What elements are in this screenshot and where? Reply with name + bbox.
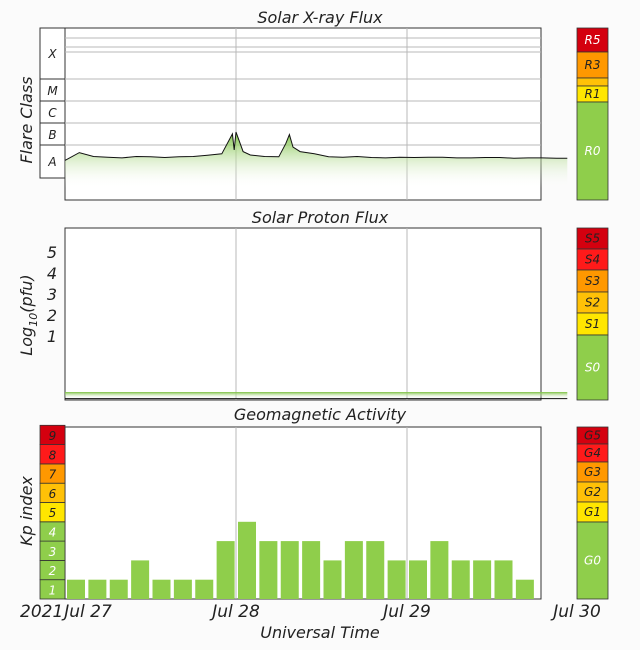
- kp-ytick: 4: [49, 525, 57, 539]
- kp-bar: [473, 560, 492, 599]
- kp-bar: [88, 579, 107, 599]
- g-scale-label-g1: G1: [584, 505, 601, 519]
- s-scale-block: [576, 334, 609, 401]
- kp-bar: [366, 541, 385, 599]
- kp-ylabel: Kp index: [17, 476, 36, 546]
- flare-class-a: A: [47, 155, 56, 169]
- kp-bar: [152, 579, 171, 599]
- kp-bar: [131, 560, 150, 599]
- kp-bar: [515, 579, 534, 599]
- kp-title: Geomagnetic Activity: [234, 405, 407, 424]
- s-scale-label-s2: S2: [585, 296, 600, 310]
- s-scale-label-s1: S1: [585, 317, 600, 331]
- kp-bar: [409, 560, 427, 599]
- kp-ytick: 5: [49, 506, 57, 520]
- kp-bar: [280, 541, 299, 599]
- kp-bar: [323, 560, 342, 599]
- flare-class-b: B: [48, 128, 56, 142]
- xray-title: Solar X-ray Flux: [257, 8, 383, 27]
- proton-ytick: 4: [47, 264, 57, 283]
- kp-bar: [195, 579, 214, 599]
- s-scale-label-s3: S3: [585, 274, 600, 288]
- s-scale-label-s0: S0: [585, 361, 601, 375]
- s-scale-label-s5: S5: [585, 232, 600, 246]
- kp-ytick: 9: [49, 429, 57, 443]
- proton-ylabel-main: Log: [17, 327, 36, 356]
- kp-bar: [387, 560, 406, 599]
- kp-bar: [451, 560, 470, 599]
- proton-ytick: 5: [47, 243, 57, 262]
- g-scale-block: [576, 521, 609, 600]
- xray-flux-line: [64, 131, 568, 161]
- kp-panel: Geomagnetic Activity Kp index 123456789 …: [17, 405, 609, 642]
- kp-bar: [173, 579, 192, 599]
- r-scale-label-r0: R0: [585, 144, 601, 158]
- kp-bar: [302, 541, 321, 599]
- g-scale-label-g0: G0: [584, 554, 601, 568]
- g-scale-label-g5: G5: [584, 429, 601, 443]
- kp-ytick: 7: [49, 468, 57, 482]
- x-tick-label: Jul 28: [209, 602, 260, 622]
- r-scale-block: [576, 51, 609, 79]
- kp-bar: [238, 521, 256, 599]
- proton-ylabel-sub: 10: [27, 313, 40, 327]
- x-tick-label: Jul 29: [380, 602, 431, 622]
- proton-ytick: 3: [47, 285, 57, 304]
- xray-flux-area: [65, 132, 568, 188]
- kp-ytick: 1: [49, 583, 57, 597]
- x-axis-label: Universal Time: [260, 623, 380, 642]
- r-scale-block: [576, 77, 609, 87]
- proton-ylabel: Log10(pfu): [17, 274, 40, 355]
- xray-ylabel: Flare Class: [17, 76, 36, 163]
- r-scale-block: [576, 101, 609, 201]
- proton-plot-area: [64, 227, 542, 401]
- kp-level-block: [39, 424, 66, 445]
- kp-bar: [259, 541, 278, 599]
- kp-bar: [109, 579, 128, 599]
- kp-ytick: 6: [49, 487, 57, 501]
- kp-ytick: 8: [49, 448, 57, 462]
- flare-class-c: C: [48, 106, 57, 120]
- kp-bar: [494, 560, 513, 599]
- x-tick-label: Jul 27: [61, 602, 112, 622]
- kp-bar: [67, 579, 85, 599]
- g-scale-label-g4: G4: [584, 446, 601, 460]
- r-scale-block: [576, 27, 609, 53]
- x-tick-label: Jul 30: [550, 602, 601, 622]
- x-axis-year: 2021: [20, 602, 63, 622]
- flare-class-m: M: [47, 84, 58, 98]
- kp-ytick: 3: [49, 545, 57, 559]
- flare-class-x: X: [47, 47, 57, 61]
- kp-bar: [430, 541, 449, 599]
- kp-bar: [344, 541, 363, 599]
- g-scale-label-g2: G2: [584, 485, 601, 499]
- r-scale-label-r5: R5: [585, 33, 601, 47]
- proton-title: Solar Proton Flux: [252, 208, 389, 227]
- proton-panel: Solar Proton Flux Log10(pfu) 1 2 3 4 5 S5 S4 S…: [17, 208, 609, 401]
- flare-class-column: [39, 27, 66, 179]
- r-scale-label-r1: R1: [585, 87, 601, 101]
- s-scale-label-s4: S4: [585, 253, 600, 267]
- g-scale-label-g3: G3: [584, 465, 601, 479]
- proton-ytick: 2: [47, 306, 57, 325]
- r-scale-label-r3: R3: [585, 58, 601, 72]
- proton-ylabel-tail: (pfu): [17, 274, 36, 312]
- proton-flux-area: [65, 392, 568, 399]
- kp-ytick: 2: [49, 564, 57, 578]
- proton-ytick: 1: [47, 327, 57, 346]
- kp-bar: [216, 541, 235, 599]
